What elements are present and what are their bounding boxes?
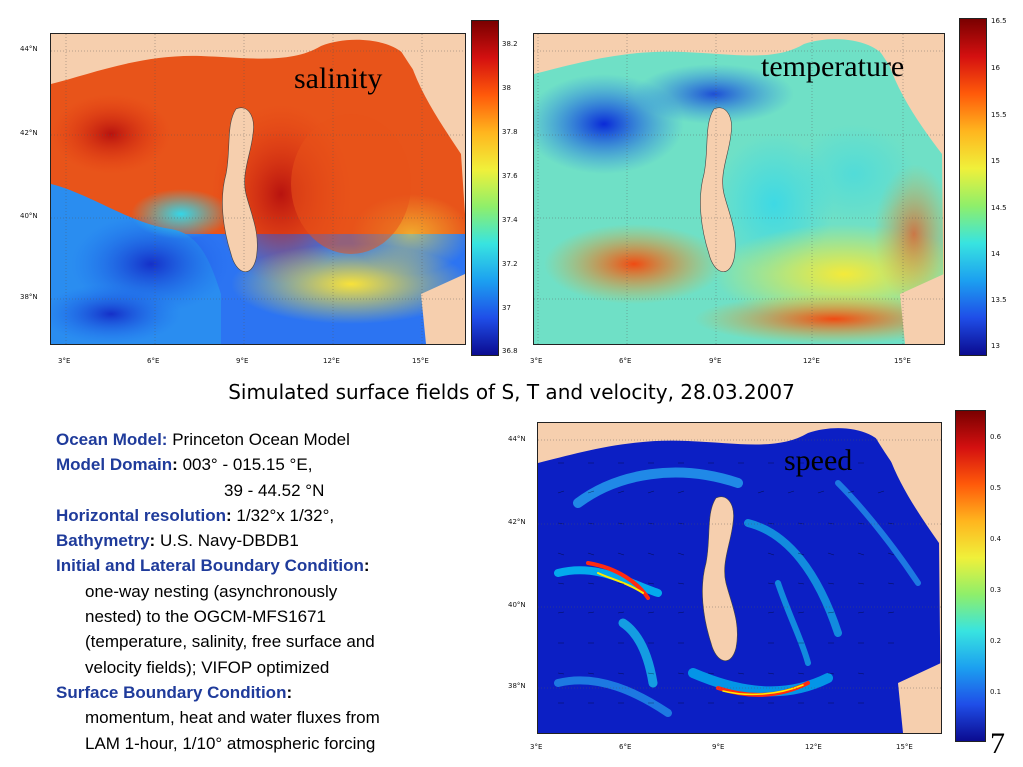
colorbar-tick: 0.5 (990, 484, 1002, 492)
lon-tick: 12°E (803, 357, 820, 365)
colorbar-tick: 0.3 (990, 586, 1002, 594)
lat-tick: 40°N (20, 212, 38, 220)
boundary-condition-row: Initial and Lateral Boundary Condition: (56, 553, 506, 578)
lon-tick: 15°E (894, 357, 911, 365)
lat-tick: 44°N (20, 45, 38, 53)
horizontal-resolution-colon: : (226, 505, 232, 525)
model-domain-colon: : (172, 455, 178, 475)
surface-boundary-key: Surface Boundary Condition (56, 682, 287, 702)
lat-tick: 38°N (20, 293, 38, 301)
colorbar-tick: 14.5 (991, 204, 1007, 212)
lat-tick: 38°N (508, 682, 526, 690)
salinity-label: salinity (294, 62, 383, 95)
lat-tick: 42°N (508, 518, 526, 526)
lon-tick: 12°E (323, 357, 340, 365)
temperature-colorbar (959, 18, 987, 356)
ocean-model-key: Ocean Model: (56, 430, 168, 449)
figure-caption: Simulated surface fields of S, T and vel… (228, 380, 795, 404)
colorbar-tick: 37 (502, 304, 511, 312)
salinity-map (50, 33, 466, 345)
lon-tick: 15°E (896, 743, 913, 751)
salinity-colorbar (471, 20, 499, 356)
boundary-condition-line: one-way nesting (asynchronously (85, 581, 338, 601)
colorbar-tick: 0.6 (990, 433, 1002, 441)
temperature-label: temperature (761, 50, 905, 83)
model-domain-value: 003° - 015.15 °E, (177, 455, 313, 475)
lon-tick: 3°E (530, 357, 543, 365)
speed-label: speed (784, 444, 853, 477)
colorbar-tick: 15 (991, 157, 1000, 165)
slide-number: 7 (990, 727, 1005, 760)
ocean-model-row: Ocean Model: Princeton Ocean Model (56, 427, 506, 452)
temperature-map (533, 33, 945, 345)
boundary-condition-colon: : (363, 556, 370, 576)
boundary-condition-key: Initial and Lateral Boundary Condition (56, 556, 364, 576)
speed-map (537, 422, 942, 734)
lon-tick: 9°E (236, 357, 249, 365)
boundary-condition-line: velocity fields); VIFOP optimized (85, 657, 330, 677)
horizontal-resolution-row: Horizontal resolution: 1/32°x 1/32°, (56, 503, 506, 528)
colorbar-tick: 0.2 (990, 637, 1002, 645)
lon-tick: 9°E (712, 743, 725, 751)
colorbar-tick: 37.4 (502, 216, 518, 224)
horizontal-resolution-key: Horizontal resolution (56, 505, 226, 525)
colorbar-tick: 36.8 (502, 347, 518, 355)
lat-tick: 42°N (20, 129, 38, 137)
lon-tick: 6°E (619, 743, 632, 751)
model-domain-value-2: 39 - 44.52 °N (224, 480, 325, 500)
speed-colorbar (955, 410, 986, 742)
boundary-condition-line: (temperature, salinity, free surface and (85, 632, 375, 652)
model-info: Ocean Model: Princeton Ocean Model Model… (56, 427, 506, 756)
colorbar-tick: 37.8 (502, 128, 518, 136)
surface-boundary-row: Surface Boundary Condition: (56, 680, 506, 705)
colorbar-tick: 37.6 (502, 172, 518, 180)
colorbar-tick: 37.2 (502, 260, 518, 268)
lon-tick: 3°E (58, 357, 71, 365)
model-domain-key: Model Domain (56, 455, 173, 475)
lat-tick: 40°N (508, 601, 526, 609)
surface-boundary-colon: : (286, 682, 293, 702)
colorbar-tick: 14 (991, 250, 1000, 258)
colorbar-tick: 38.2 (502, 40, 518, 48)
boundary-condition-line: nested) to the OGCM-MFS1671 (85, 607, 326, 627)
lat-tick: 44°N (508, 435, 526, 443)
colorbar-tick: 38 (502, 84, 511, 92)
model-domain-row-2: 39 - 44.52 °N (56, 478, 506, 503)
colorbar-tick: 13 (991, 342, 1000, 350)
colorbar-tick: 0.4 (990, 535, 1002, 543)
lon-tick: 6°E (619, 357, 632, 365)
bathymetry-value: U.S. Navy-DBDB1 (155, 531, 299, 551)
model-domain-row: Model Domain: 003° - 015.15 °E, (56, 452, 506, 477)
colorbar-tick: 16 (991, 64, 1000, 72)
colorbar-tick: 13.5 (991, 296, 1007, 304)
lon-tick: 6°E (147, 357, 160, 365)
surface-boundary-line: momentum, heat and water fluxes from (85, 708, 380, 728)
lon-tick: 3°E (530, 743, 543, 751)
colorbar-tick: 15.5 (991, 111, 1007, 119)
surface-boundary-line: LAM 1-hour, 1/10° atmospheric forcing (85, 733, 376, 753)
lon-tick: 12°E (805, 743, 822, 751)
ocean-model-value: Princeton Ocean Model (167, 430, 350, 449)
bathymetry-key: Bathymetry (56, 531, 150, 551)
horizontal-resolution-value: 1/32°x 1/32°, (231, 505, 335, 525)
bathymetry-row: Bathymetry: U.S. Navy-DBDB1 (56, 528, 506, 553)
lon-tick: 15°E (412, 357, 429, 365)
colorbar-tick: 16.5 (991, 17, 1007, 25)
colorbar-tick: 0.1 (990, 688, 1002, 696)
lon-tick: 9°E (709, 357, 722, 365)
bathymetry-colon: : (149, 531, 156, 551)
